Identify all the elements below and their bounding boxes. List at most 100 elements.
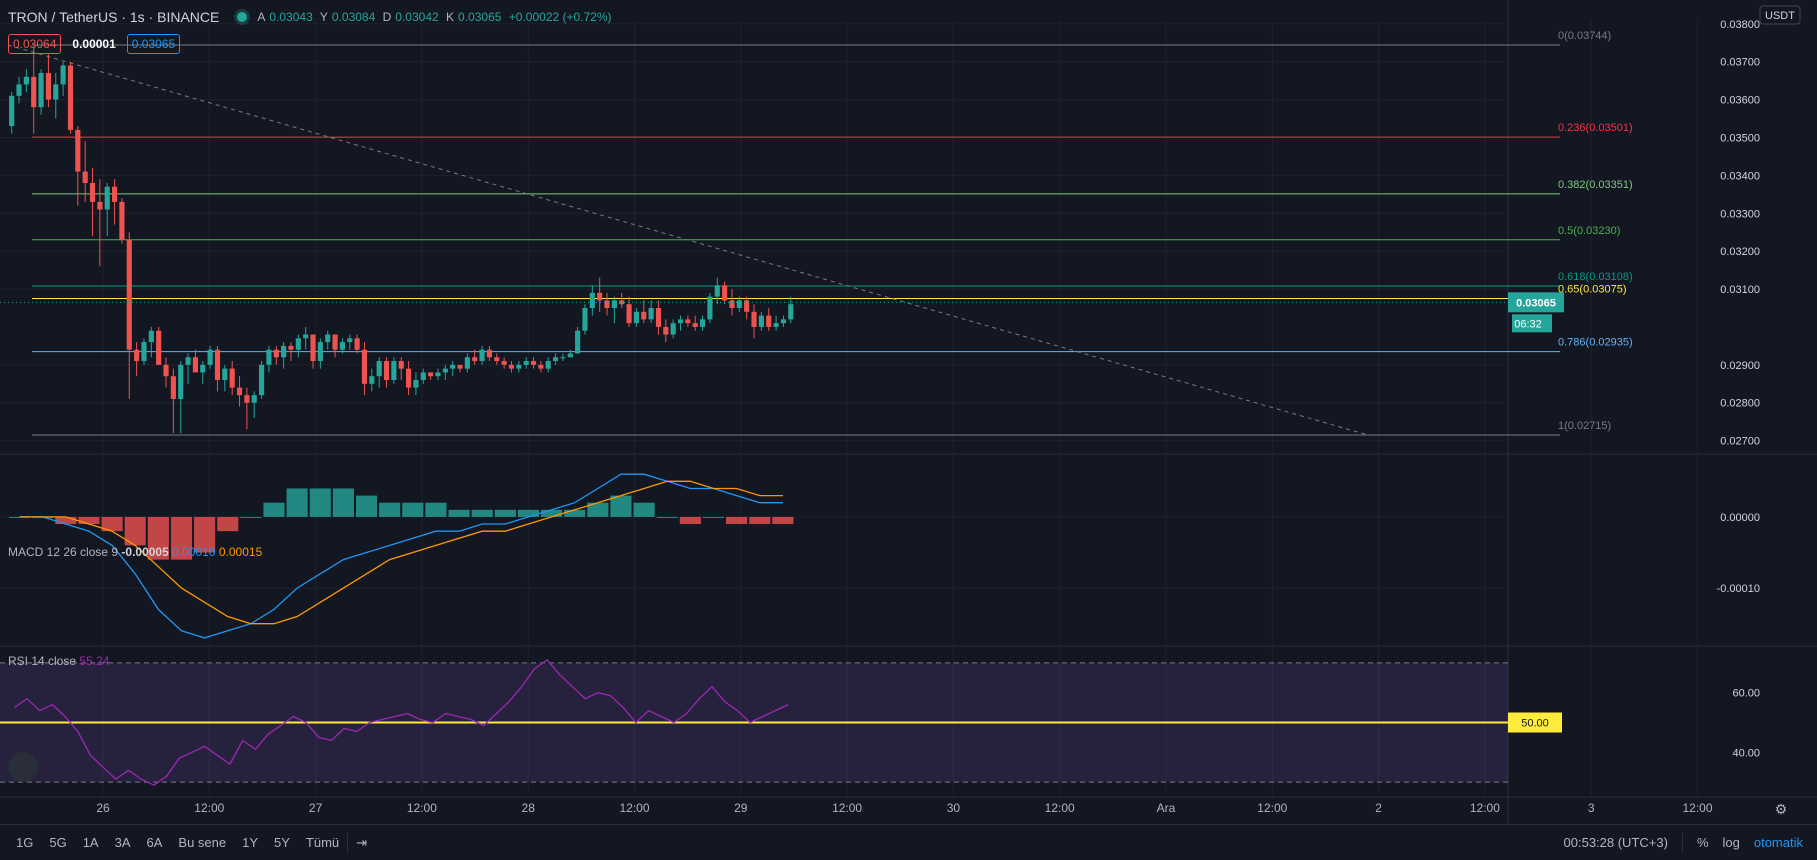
price-tick-label: 0.03400 <box>1720 170 1760 182</box>
candle-body <box>582 308 588 331</box>
time-tick-label: 30 <box>947 801 961 815</box>
candle-body <box>655 308 662 327</box>
rsi-level-badge <box>1508 712 1562 733</box>
candle-body <box>354 338 360 350</box>
currency-badge <box>1759 5 1801 25</box>
macd-histogram-bar <box>587 502 609 517</box>
candle-body <box>45 73 51 100</box>
candle-body <box>23 76 29 85</box>
candle-body <box>692 323 698 327</box>
macd-line-value: 0.00010 <box>172 545 216 559</box>
goto-date-icon[interactable]: ⇥ <box>356 834 368 850</box>
range-1m[interactable]: 1A <box>82 835 99 850</box>
candle-body <box>119 201 125 240</box>
candle-body <box>413 380 419 388</box>
candle-body <box>67 65 74 130</box>
candle-body <box>134 349 140 362</box>
fib-level-label: 0.618(0.03108) <box>1558 271 1633 283</box>
rsi-level-label: 50.00 <box>1521 718 1549 730</box>
time-tick-label: 26 <box>96 801 110 815</box>
bottom-toolbar: 1G 5G 1A 3A 6A Bu sene 1Y 5Y Tümü ⇥ 00:5… <box>0 824 1817 860</box>
candle-body <box>530 361 537 365</box>
candle-body <box>295 338 301 350</box>
candle-body <box>479 349 485 362</box>
log-toggle[interactable]: log <box>1722 835 1740 850</box>
macd-name: MACD 12 26 close 9 <box>8 545 119 559</box>
candle-body <box>560 357 566 359</box>
candle-body <box>486 349 492 358</box>
sell-button[interactable]: 0.03064 <box>8 34 62 54</box>
rsi-tick-label: 40.00 <box>1732 747 1760 759</box>
candle-body <box>126 239 132 350</box>
tradingview-logo-icon[interactable] <box>8 752 38 782</box>
candle-body <box>758 315 764 327</box>
candle-body <box>670 323 676 335</box>
candle-body <box>729 300 735 308</box>
time-tick-label: 2 <box>1375 801 1382 815</box>
market-open-icon <box>237 12 248 22</box>
rsi-name: RSI 14 close <box>8 654 77 668</box>
signal-line <box>19 480 783 625</box>
candle-body <box>435 372 441 377</box>
candle-body <box>545 361 551 369</box>
candle-body <box>156 330 162 365</box>
macd-legend[interactable]: MACD 12 26 close 9 -0.00005 0.00010 0.00… <box>8 545 262 559</box>
candle-body <box>383 361 390 380</box>
candle-body <box>281 345 287 358</box>
macd-histogram-bar <box>124 516 146 546</box>
candle-body <box>200 364 206 373</box>
percent-toggle[interactable]: % <box>1696 835 1709 850</box>
candle-body <box>707 296 713 320</box>
candle-body <box>97 201 103 210</box>
macd-hist-value: -0.00005 <box>121 545 169 559</box>
candle-body <box>185 357 191 365</box>
ohlc-values: A 0.03043 Y 0.03084 D 0.03042 K 0.03065 +0.0… <box>257 10 612 24</box>
candle-body <box>736 300 742 308</box>
price-tick-label: 0.03700 <box>1720 57 1760 69</box>
symbol-title[interactable]: TRON / TetherUS · 1s · BINANCE <box>8 9 220 25</box>
macd-histogram-bar <box>633 502 655 517</box>
range-6m[interactable]: 6A <box>146 835 163 850</box>
candle-body <box>207 349 213 365</box>
candle-body <box>700 319 706 327</box>
clock-time[interactable]: 00:53:28 (UTC+3) <box>1563 835 1668 850</box>
candle-body <box>442 368 448 373</box>
auto-scale-toggle[interactable]: otomatik <box>1753 835 1803 850</box>
countdown-badge <box>1512 314 1552 333</box>
candle-body <box>141 342 147 362</box>
divider <box>347 832 349 853</box>
time-tick-label: 12:00 <box>619 801 649 815</box>
candle-body <box>236 387 243 396</box>
candle-body <box>472 357 478 362</box>
fib-level-label: 0(0.03744) <box>1558 30 1611 42</box>
macd-tick-label: -0.00010 <box>1717 583 1760 595</box>
range-5y[interactable]: 5Y <box>274 835 290 850</box>
candle-body <box>112 186 118 202</box>
candle-body <box>104 186 110 210</box>
range-ytd[interactable]: Bu sene <box>178 835 227 850</box>
macd-histogram-bar <box>564 509 586 517</box>
macd-histogram-bar <box>55 516 77 525</box>
candle-body <box>170 376 176 399</box>
macd-histogram-bar <box>147 516 169 560</box>
range-1d[interactable]: 1G <box>16 835 34 850</box>
macd-histogram-bar <box>240 516 262 518</box>
range-3m[interactable]: 3A <box>114 835 131 850</box>
macd-histogram-bar <box>379 502 401 517</box>
range-all[interactable]: Tümü <box>305 835 340 850</box>
range-5d[interactable]: 5G <box>49 835 67 850</box>
candle-body <box>53 84 59 100</box>
fib-level-label: 1(0.02715) <box>1558 420 1611 432</box>
candle-body <box>516 364 522 369</box>
macd-histogram-bar <box>726 516 748 525</box>
candle-body <box>751 311 757 327</box>
candle-body <box>428 372 434 377</box>
time-tick-label: 12:00 <box>194 801 224 815</box>
rsi-legend[interactable]: RSI 14 close 55.24 <box>8 654 109 668</box>
candle-body <box>244 395 250 403</box>
open-value: 0.03043 <box>269 10 313 24</box>
buy-button[interactable]: 0.03065 <box>126 34 181 54</box>
range-1y[interactable]: 1Y <box>242 835 259 850</box>
macd-histogram-bar <box>448 509 470 517</box>
